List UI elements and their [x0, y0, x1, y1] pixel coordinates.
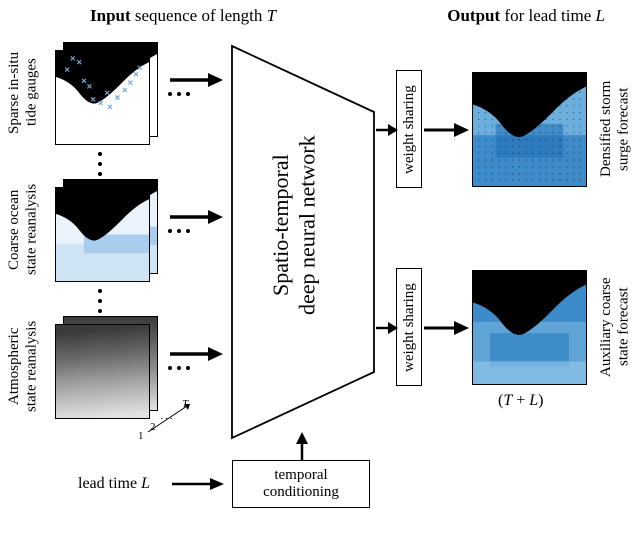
- tl-L: L: [529, 392, 538, 409]
- weight-sharing-label-top: weight sharing: [401, 79, 418, 181]
- output-tile-storm: [472, 72, 587, 187]
- ocean-ellipsis: [168, 229, 190, 233]
- tl-close: ): [538, 392, 543, 409]
- ws-to-out-top-arrow-icon: [424, 120, 469, 140]
- input-header-rest: sequence of length: [131, 6, 267, 25]
- input-stack-ocean: [55, 187, 158, 290]
- leadtime-text: lead time: [78, 475, 141, 492]
- input-label-gauges-text: Sparse in-situ tide gauges: [6, 51, 39, 133]
- ocean-tile-front: [55, 187, 150, 282]
- input-label-ocean-text: Coarse ocean state reanalysis: [6, 184, 39, 275]
- ocean-front-svg: [56, 188, 149, 281]
- output-label-storm-text: Densified storm surge forecast: [598, 81, 631, 177]
- temporal-conditioning-label: temporal conditioning: [263, 467, 339, 502]
- conditioning-arrow-icon: [292, 432, 312, 462]
- ws-to-out-bottom-arrow-icon: [424, 318, 469, 338]
- gauges-arrow-icon: [168, 70, 223, 90]
- network-label-text: Spatio-temporal deep neural network: [268, 135, 319, 315]
- network-label: Spatio-temporal deep neural network: [268, 120, 321, 330]
- output-storm-svg: [473, 73, 586, 186]
- output-label-aux-text: Auxiliary coarse state forecast: [598, 277, 631, 377]
- atmo-ellipsis: [168, 366, 190, 370]
- weight-sharing-label-bottom: weight sharing: [401, 277, 418, 379]
- seq-idx-T: T: [182, 398, 188, 410]
- output-header-rest: for lead time: [500, 6, 595, 25]
- atmo-tile-front: [55, 324, 150, 419]
- gauges-ellipsis: [168, 92, 190, 96]
- weight-sharing-box-bottom: weight sharing: [396, 268, 422, 386]
- input-label-atmo: Atmospheric state reanalysis: [6, 319, 41, 414]
- net-to-ws-bottom-arrow-icon: [376, 318, 398, 338]
- tl-T: T: [503, 392, 512, 409]
- input-label-gauges: Sparse in-situ tide gauges: [6, 45, 41, 140]
- leadtime-label: lead time L: [78, 475, 150, 493]
- input-label-ocean: Coarse ocean state reanalysis: [6, 182, 41, 277]
- output-aux-svg: [473, 271, 586, 384]
- input-header-bold: Input: [90, 6, 131, 25]
- output-label-storm: Densified storm surge forecast: [598, 70, 633, 188]
- leadtime-var: L: [141, 475, 150, 492]
- input-header-T: T: [267, 6, 276, 25]
- time-label: (T + L): [498, 392, 544, 410]
- seq-idx-2: 2: [150, 421, 156, 433]
- seq-idx-dots: ···: [160, 413, 174, 425]
- atmo-arrow-icon: [168, 344, 223, 364]
- net-to-ws-top-arrow-icon: [376, 120, 398, 140]
- between-gauges-ocean-dots: [98, 152, 102, 176]
- temporal-conditioning-box: temporal conditioning: [232, 460, 370, 508]
- leadtime-arrow-icon: [170, 474, 225, 494]
- gauges-tile-front: [55, 50, 150, 145]
- tl-plus: +: [512, 392, 529, 409]
- weight-sharing-box-top: weight sharing: [396, 70, 422, 188]
- output-header-bold: Output: [447, 6, 500, 25]
- gauges-front-svg: [56, 51, 149, 144]
- between-ocean-atmo-dots: [98, 289, 102, 313]
- input-header: Input sequence of length T: [90, 6, 276, 26]
- output-header: Output for lead time L: [447, 6, 605, 26]
- input-label-atmo-text: Atmospheric state reanalysis: [6, 321, 39, 412]
- ocean-arrow-icon: [168, 207, 223, 227]
- output-header-L: L: [596, 6, 605, 25]
- seq-idx-1: 1: [138, 430, 144, 442]
- output-label-aux: Auxiliary coarse state forecast: [598, 268, 633, 386]
- output-tile-aux: [472, 270, 587, 385]
- input-stack-gauges: [55, 50, 158, 153]
